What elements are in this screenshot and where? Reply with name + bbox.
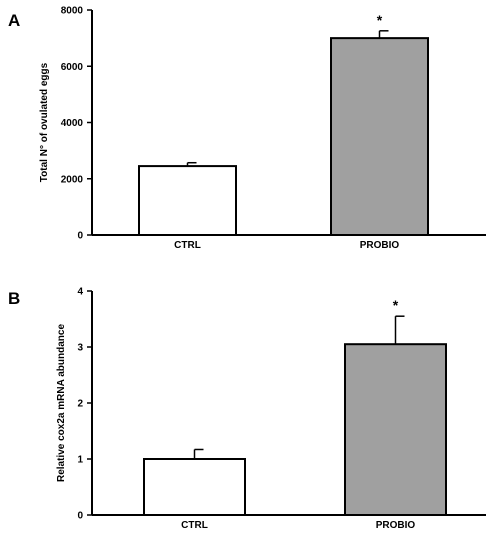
bar-ctrl bbox=[138, 165, 237, 236]
bar-ctrl bbox=[143, 458, 246, 516]
y-tick-label: 0 bbox=[77, 511, 83, 522]
significance-mark: * bbox=[393, 297, 399, 313]
y-axis-title: Total N° of ovulated eggs bbox=[39, 62, 50, 182]
panel-letter: B bbox=[8, 289, 20, 308]
x-category-label: PROBIO bbox=[360, 240, 400, 251]
y-tick-label: 3 bbox=[77, 343, 83, 354]
y-tick-label: 0 bbox=[77, 231, 83, 242]
y-tick-label: 2000 bbox=[61, 174, 84, 185]
panel-letter: A bbox=[8, 11, 20, 30]
panel-b: B 0 1 2 3 4 Relative cox2a mRNA abundance CTRL P… bbox=[8, 287, 486, 531]
y-axis-title: Relative cox2a mRNA abundance bbox=[56, 324, 67, 482]
y-tick-label: 6000 bbox=[61, 62, 84, 73]
significance-mark: * bbox=[377, 12, 383, 28]
panel-a: A 0 2000 4000 6000 8000 Total N° of ovulated e… bbox=[8, 6, 486, 251]
y-tick-label: 4 bbox=[77, 287, 83, 298]
y-tick-label: 8000 bbox=[61, 6, 84, 17]
bar-probio bbox=[330, 37, 429, 236]
x-category-label: CTRL bbox=[174, 240, 201, 251]
x-category-label: PROBIO bbox=[376, 520, 416, 531]
x-category-label: CTRL bbox=[181, 520, 208, 531]
y-tick-label: 4000 bbox=[61, 118, 84, 129]
y-tick-label: 2 bbox=[77, 399, 83, 410]
y-tick-label: 1 bbox=[77, 455, 83, 466]
bar-probio bbox=[344, 343, 447, 517]
